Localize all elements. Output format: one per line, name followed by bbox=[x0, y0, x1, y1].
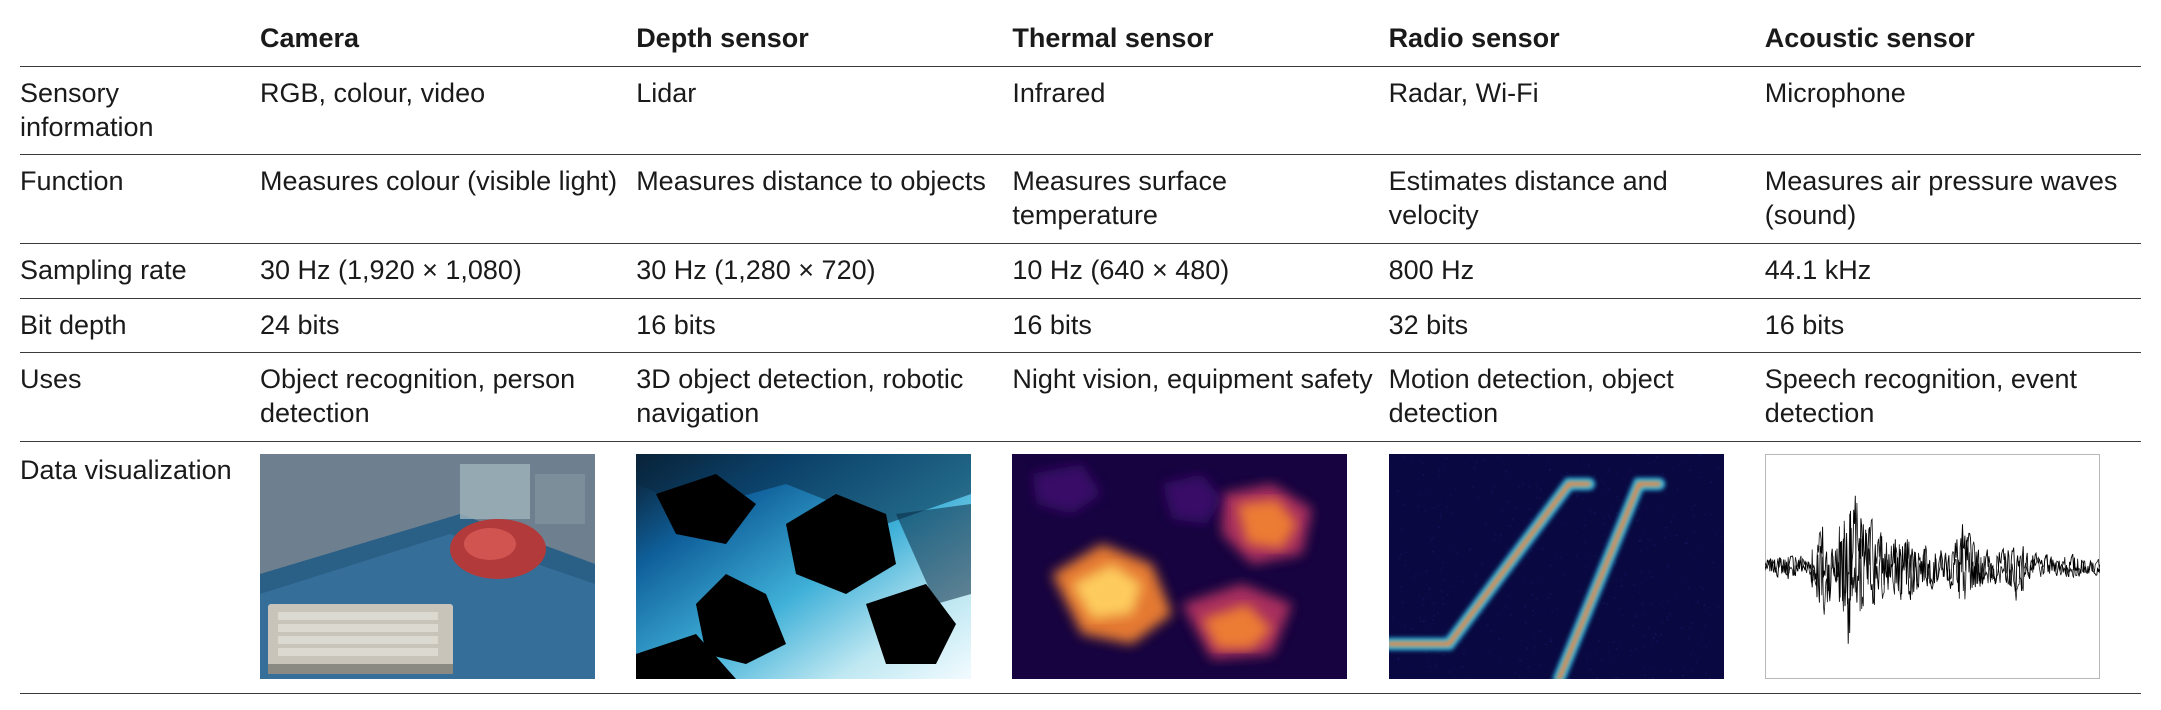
viz-row: Data visualization bbox=[20, 441, 2141, 693]
table-cell: Night vision, equipment safety bbox=[1012, 353, 1388, 442]
col-header: Thermal sensor bbox=[1012, 12, 1388, 66]
col-header: Depth sensor bbox=[636, 12, 1012, 66]
table-cell: Lidar bbox=[636, 66, 1012, 155]
table: Camera Depth sensor Thermal sensor Radio… bbox=[20, 12, 2141, 694]
table-cell: Microphone bbox=[1765, 66, 2141, 155]
table-cell: 44.1 kHz bbox=[1765, 243, 2141, 298]
viz-thermal bbox=[1012, 441, 1388, 693]
viz-camera bbox=[260, 441, 636, 693]
table-row: FunctionMeasures colour (visible light)M… bbox=[20, 155, 2141, 244]
table-cell: 800 Hz bbox=[1389, 243, 1765, 298]
table-cell: 30 Hz (1,920 × 1,080) bbox=[260, 243, 636, 298]
table-cell: 30 Hz (1,280 × 720) bbox=[636, 243, 1012, 298]
table-cell: 16 bits bbox=[1012, 298, 1388, 353]
col-header: Camera bbox=[260, 12, 636, 66]
viz-depth bbox=[636, 441, 1012, 693]
table-cell: Speech recognition, event detection bbox=[1765, 353, 2141, 442]
row-label: Bit depth bbox=[20, 298, 260, 353]
table-row: Bit depth24 bits16 bits16 bits32 bits16 … bbox=[20, 298, 2141, 353]
row-label: Uses bbox=[20, 353, 260, 442]
sensor-comparison-table: Camera Depth sensor Thermal sensor Radio… bbox=[0, 0, 2161, 710]
viz-acoustic bbox=[1765, 441, 2141, 693]
viz-radar bbox=[1389, 441, 1765, 693]
table-cell: Measures colour (visible light) bbox=[260, 155, 636, 244]
col-header: Acoustic sensor bbox=[1765, 12, 2141, 66]
table-cell: 16 bits bbox=[636, 298, 1012, 353]
table-cell: 24 bits bbox=[260, 298, 636, 353]
table-cell: 32 bits bbox=[1389, 298, 1765, 353]
table-cell: Object recognition, person detection bbox=[260, 353, 636, 442]
table-row: UsesObject recognition, person detection… bbox=[20, 353, 2141, 442]
table-cell: Motion detection, object detection bbox=[1389, 353, 1765, 442]
table-cell: RGB, colour, video bbox=[260, 66, 636, 155]
table-cell: 3D object detection, robotic navigation bbox=[636, 353, 1012, 442]
table-cell: Radar, Wi-Fi bbox=[1389, 66, 1765, 155]
table-cell: Estimates distance and velocity bbox=[1389, 155, 1765, 244]
table-header-row: Camera Depth sensor Thermal sensor Radio… bbox=[20, 12, 2141, 66]
row-label: Sensory information bbox=[20, 66, 260, 155]
table-cell: Measures surface temperature bbox=[1012, 155, 1388, 244]
table-cell: Measures air pressure waves (sound) bbox=[1765, 155, 2141, 244]
corner-cell bbox=[20, 12, 260, 66]
table-cell: Measures distance to objects bbox=[636, 155, 1012, 244]
table-cell: 10 Hz (640 × 480) bbox=[1012, 243, 1388, 298]
table-cell: 16 bits bbox=[1765, 298, 2141, 353]
table-row: Sampling rate30 Hz (1,920 × 1,080)30 Hz … bbox=[20, 243, 2141, 298]
table-row: Sensory informationRGB, colour, videoLid… bbox=[20, 66, 2141, 155]
table-cell: Infrared bbox=[1012, 66, 1388, 155]
row-label: Function bbox=[20, 155, 260, 244]
row-label: Data visualization bbox=[20, 441, 260, 693]
row-label: Sampling rate bbox=[20, 243, 260, 298]
col-header: Radio sensor bbox=[1389, 12, 1765, 66]
